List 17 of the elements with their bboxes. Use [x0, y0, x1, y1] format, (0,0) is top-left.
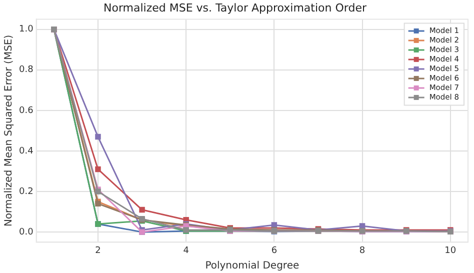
chart-title: Normalized MSE vs. Taylor Approximation Order [104, 1, 367, 14]
x-axis-title: Polynomial Degree [205, 260, 300, 272]
y-tick-label: 1.0 [18, 24, 34, 35]
x-tick-label: 6 [271, 246, 278, 256]
y-tick-label: 0.6 [18, 106, 34, 116]
y-tick-label: 0.4 [18, 146, 34, 156]
point [95, 134, 101, 140]
y-tick-label: 0.2 [18, 186, 34, 197]
x-tick-label: 8 [359, 246, 366, 256]
y-axis-title: Normalized Mean Squared Error (MSE) [4, 34, 15, 227]
point [139, 206, 145, 213]
y-tick-label: 0.0 [18, 227, 34, 238]
y-tick-label: 0.8 [18, 65, 34, 76]
x-tick-label: 10 [444, 246, 456, 256]
point [95, 166, 101, 172]
x-tick-label: 4 [183, 246, 190, 256]
x-tick-label: 2 [95, 246, 101, 256]
